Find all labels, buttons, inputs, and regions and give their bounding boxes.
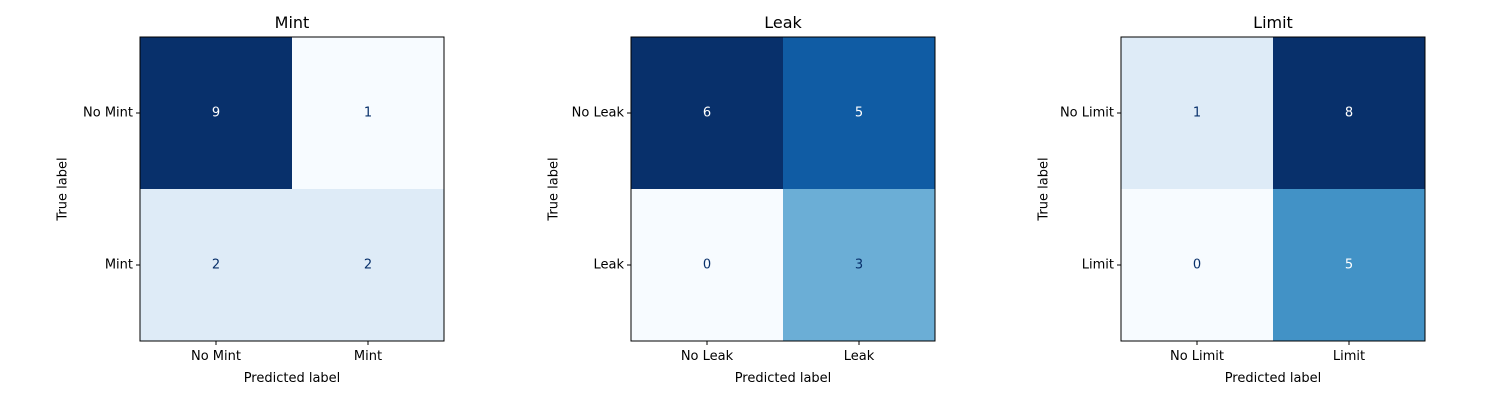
y-tick-label: No Mint bbox=[83, 106, 133, 121]
cell-value-label: 5 bbox=[855, 106, 863, 121]
matrix-cell bbox=[140, 189, 292, 341]
cell-value-label: 6 bbox=[703, 106, 711, 121]
matrix-cell bbox=[1273, 189, 1425, 341]
cell-value-label: 1 bbox=[364, 106, 372, 121]
x-tick-label: No Limit bbox=[1170, 349, 1224, 364]
cell-value-label: 2 bbox=[364, 258, 372, 273]
matrix-cell bbox=[631, 189, 783, 341]
panel-title: Leak bbox=[764, 13, 802, 32]
axes-frame bbox=[139, 36, 445, 342]
x-tick-label: No Leak bbox=[681, 349, 734, 364]
matrix-cell bbox=[783, 37, 935, 189]
cell-value-label: 0 bbox=[703, 258, 711, 273]
axes-frame bbox=[630, 36, 936, 342]
x-axis-label: Predicted label bbox=[735, 371, 832, 386]
matrix-cell bbox=[1121, 189, 1273, 341]
cell-value-label: 5 bbox=[1345, 258, 1353, 273]
x-tick-label: Mint bbox=[354, 349, 382, 364]
y-axis-label: True label bbox=[1037, 157, 1052, 221]
y-tick-label: Leak bbox=[593, 258, 624, 273]
confusion-matrix-panel: 6 5 0 3 Leak No Leak Leak No Leak Leak Predicted … bbox=[547, 13, 936, 386]
cell-value-label: 0 bbox=[1193, 258, 1201, 273]
x-axis-label: Predicted label bbox=[244, 371, 341, 386]
y-tick-label: Mint bbox=[105, 258, 133, 273]
matrix-cell bbox=[292, 37, 444, 189]
cell-value-label: 1 bbox=[1193, 106, 1201, 121]
cell-value-label: 2 bbox=[212, 258, 220, 273]
confusion-matrix-panel: 1 8 0 5 Limit No Limit Limit No Limit Limit Predi… bbox=[1037, 13, 1426, 386]
matrix-cell bbox=[1273, 37, 1425, 189]
y-axis-label: True label bbox=[56, 157, 71, 221]
y-tick-label: No Leak bbox=[572, 106, 625, 121]
cell-value-label: 9 bbox=[212, 106, 220, 121]
y-tick-label: No Limit bbox=[1060, 106, 1114, 121]
panel-title: Mint bbox=[275, 13, 310, 32]
y-axis-label: True label bbox=[547, 157, 562, 221]
matrix-cell bbox=[783, 189, 935, 341]
y-tick-label: Limit bbox=[1082, 258, 1114, 273]
panel-title: Limit bbox=[1253, 13, 1293, 32]
matrix-cell bbox=[1121, 37, 1273, 189]
matrix-cell bbox=[631, 37, 783, 189]
cell-value-label: 3 bbox=[855, 258, 863, 273]
cell-value-label: 8 bbox=[1345, 106, 1353, 121]
matrix-cell bbox=[140, 37, 292, 189]
axes-frame bbox=[1120, 36, 1426, 342]
x-tick-label: No Mint bbox=[191, 349, 241, 364]
x-tick-label: Leak bbox=[844, 349, 875, 364]
confusion-matrix-panel: 9 1 2 2 Mint No Mint Mint No Mint Mint Predicted … bbox=[56, 13, 445, 386]
x-tick-label: Limit bbox=[1333, 349, 1365, 364]
x-axis-label: Predicted label bbox=[1225, 371, 1322, 386]
matrix-cell bbox=[292, 189, 444, 341]
